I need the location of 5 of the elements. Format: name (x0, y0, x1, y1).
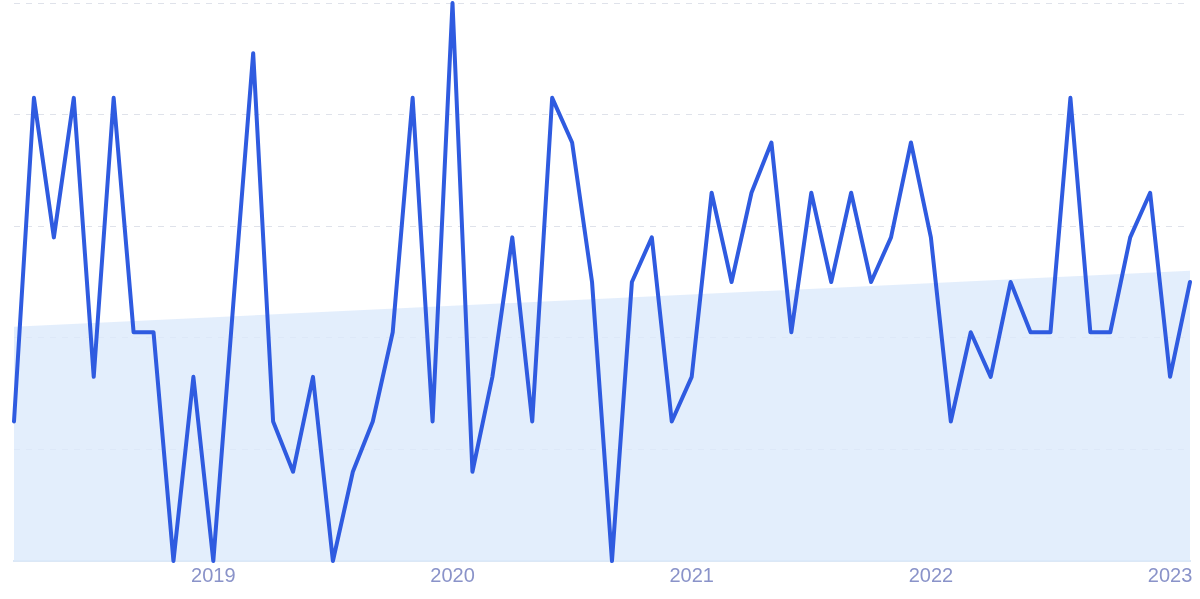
x-tick-label: 2019 (191, 563, 236, 586)
x-tick-label: 2021 (669, 563, 714, 586)
x-tick-label: 2020 (430, 563, 475, 586)
x-tick-label: 2022 (908, 563, 954, 586)
x-tick-label: 2023 (1147, 563, 1193, 586)
